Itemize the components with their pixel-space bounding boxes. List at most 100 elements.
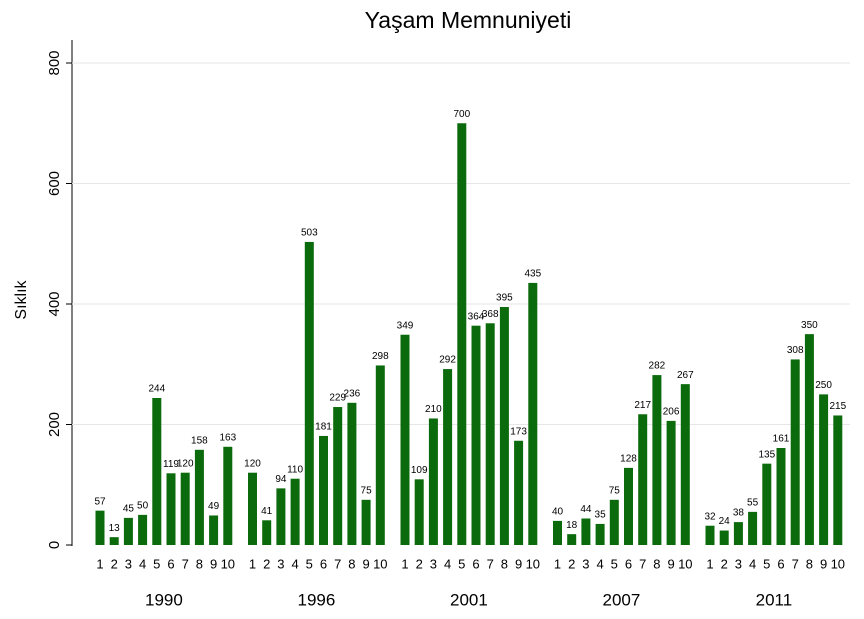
value-label: 292	[439, 355, 456, 366]
value-label: 244	[148, 384, 165, 395]
x-tick-label: 10	[373, 556, 387, 571]
x-tick-label: 3	[125, 556, 132, 571]
y-tick-label: 600	[46, 171, 63, 196]
bar	[223, 446, 233, 545]
x-tick-label: 7	[182, 556, 189, 571]
bar	[276, 488, 286, 545]
x-tick-label: 10	[526, 556, 540, 571]
value-label: 173	[510, 426, 527, 437]
value-label: 298	[372, 351, 389, 362]
bar	[109, 537, 119, 545]
x-tick-label: 10	[221, 556, 235, 571]
x-tick-label: 3	[430, 556, 437, 571]
x-tick-label: 1	[401, 556, 408, 571]
x-tick-label: 1	[96, 556, 103, 571]
bar	[567, 534, 577, 545]
value-label: 229	[329, 393, 346, 404]
value-label: 18	[566, 520, 578, 531]
bar	[776, 447, 786, 545]
bar	[361, 499, 371, 545]
x-tick-label: 6	[472, 556, 479, 571]
value-label: 215	[829, 401, 846, 412]
x-tick-label: 4	[749, 556, 756, 571]
bar	[638, 414, 648, 545]
x-tick-label: 8	[348, 556, 355, 571]
value-label: 120	[244, 458, 261, 469]
bar	[180, 472, 190, 545]
value-label: 158	[191, 435, 208, 446]
x-tick-label: 6	[167, 556, 174, 571]
value-label: 161	[773, 434, 790, 445]
bar	[705, 525, 715, 545]
bar	[762, 463, 772, 545]
x-tick-label: 7	[792, 556, 799, 571]
x-tick-label: 3	[277, 556, 284, 571]
value-label: 50	[137, 501, 149, 512]
bar	[833, 415, 843, 545]
x-tick-label: 9	[210, 556, 217, 571]
x-tick-label: 4	[596, 556, 603, 571]
x-tick-label: 2	[111, 556, 118, 571]
x-tick-label: 6	[320, 556, 327, 571]
bar	[443, 369, 453, 545]
x-tick-label: 7	[487, 556, 494, 571]
value-label: 217	[634, 400, 651, 411]
value-label: 250	[815, 380, 832, 391]
value-label: 135	[758, 449, 775, 460]
x-tick-label: 5	[306, 556, 313, 571]
value-label: 55	[747, 498, 759, 509]
bar	[123, 517, 133, 545]
x-tick-label: 7	[639, 556, 646, 571]
x-tick-label: 10	[678, 556, 692, 571]
bar	[152, 397, 162, 545]
bar	[138, 514, 148, 545]
bar	[414, 479, 424, 545]
bar	[528, 282, 538, 545]
bar	[400, 334, 410, 545]
y-tick-label: 400	[46, 291, 63, 316]
bar	[290, 478, 300, 545]
value-label: 35	[595, 510, 607, 521]
value-label: 110	[287, 464, 303, 475]
x-tick-label: 8	[196, 556, 203, 571]
bar	[581, 518, 591, 545]
x-tick-label: 9	[667, 556, 674, 571]
x-tick-label: 6	[777, 556, 784, 571]
x-tick-label: 9	[515, 556, 522, 571]
x-tick-label: 7	[334, 556, 341, 571]
x-tick-label: 1	[554, 556, 561, 571]
value-label: 181	[315, 422, 332, 433]
bar	[333, 407, 343, 545]
bar	[471, 325, 481, 545]
value-label: 282	[649, 361, 666, 372]
x-tick-label: 10	[831, 556, 845, 571]
bar	[680, 384, 690, 545]
bar	[248, 472, 257, 545]
x-tick-label: 5	[611, 556, 618, 571]
value-label: 49	[208, 501, 220, 512]
x-tick-label: 2	[263, 556, 270, 571]
value-label: 364	[468, 311, 485, 322]
value-label: 32	[704, 511, 716, 522]
bar	[262, 520, 272, 545]
bar	[719, 530, 729, 545]
value-label: 236	[344, 388, 361, 399]
group-label: 2001	[450, 590, 488, 609]
x-tick-label: 5	[153, 556, 160, 571]
x-tick-label: 4	[291, 556, 298, 571]
value-label: 267	[677, 370, 694, 381]
value-label: 57	[94, 496, 106, 507]
value-label: 40	[552, 507, 564, 518]
y-axis-label: Sıklık	[13, 279, 30, 319]
value-label: 109	[411, 465, 428, 476]
x-tick-label: 2	[568, 556, 575, 571]
group-label: 1990	[145, 590, 183, 609]
bar	[804, 334, 814, 545]
bar	[790, 359, 800, 545]
value-label: 45	[123, 504, 135, 515]
bar	[553, 520, 562, 545]
bar	[485, 323, 495, 545]
value-label: 94	[275, 474, 287, 485]
x-tick-label: 8	[806, 556, 813, 571]
